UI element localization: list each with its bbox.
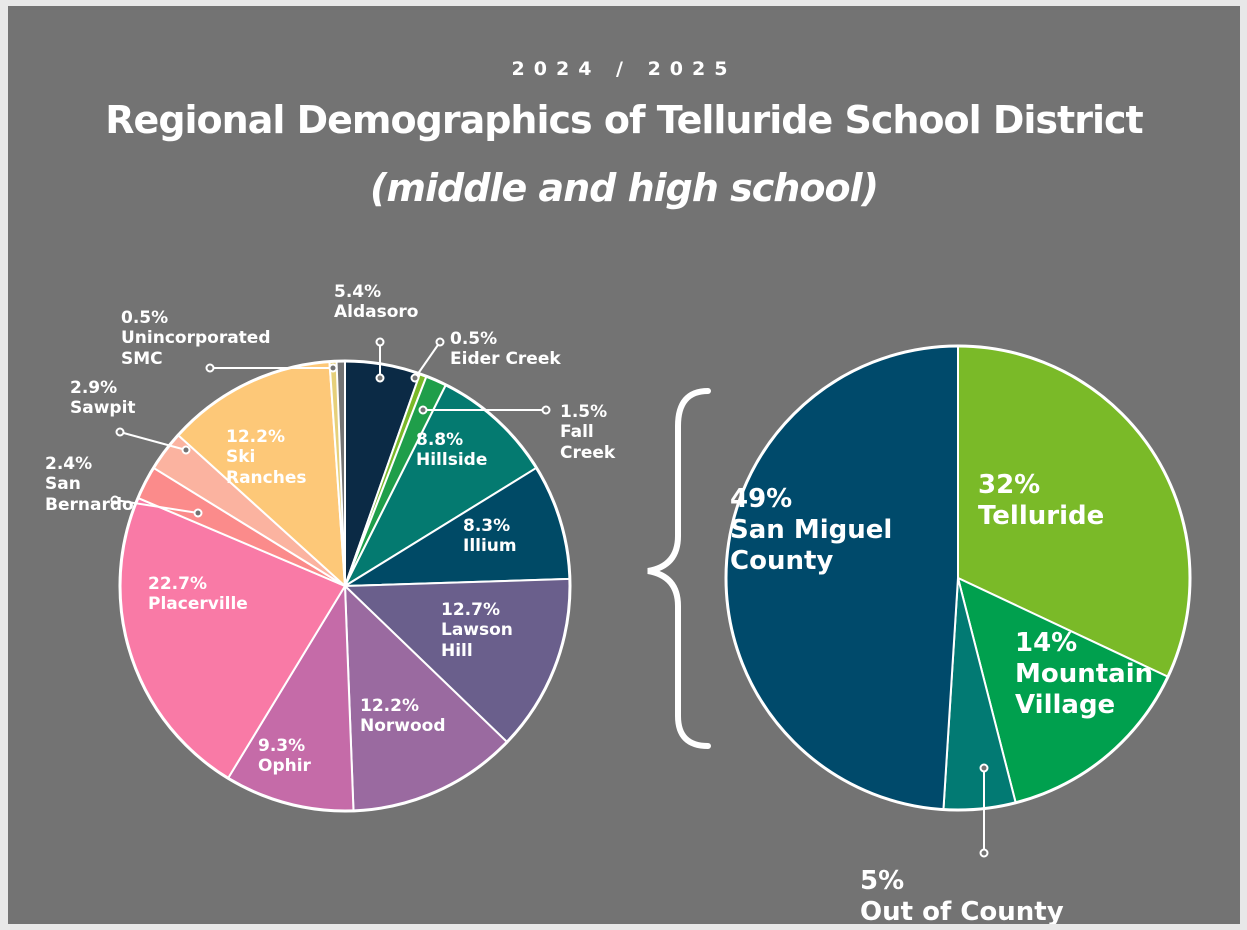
title: Regional Demographics of Telluride Schoo… (105, 98, 1143, 142)
slice-label: 22.7% Placerville (148, 574, 268, 615)
label-part: 8.3% (463, 516, 511, 536)
label-part: Illium (463, 536, 517, 557)
slice-label: 2.9% Sawpit (70, 378, 170, 419)
label-part: 5.4% (334, 282, 382, 302)
label-part: Aldasoro (334, 302, 419, 323)
slice-label: 49% San Miguel County (730, 484, 930, 578)
label-part: Mountain Village (1015, 659, 1154, 721)
slice-label: 5.4% Aldasoro (334, 282, 444, 323)
label-part: Norwood (360, 716, 446, 737)
slice-label: 0.5% Unincorporated SMC (121, 308, 291, 369)
leader-line (119, 431, 187, 451)
label-part: 0.5% (121, 308, 169, 328)
label-part: Unincorporated SMC (121, 328, 271, 369)
leader-dot (375, 373, 385, 383)
leader-dot (375, 337, 385, 347)
label-part: 8.8% (416, 430, 464, 450)
label-part: Ophir (258, 756, 311, 777)
pie-outline (118, 359, 572, 813)
leader-dot (205, 363, 215, 373)
pie-outline (724, 344, 1192, 812)
label-part: 49% (730, 484, 793, 514)
leader-line (414, 341, 441, 379)
label-part: 0.5% (450, 329, 498, 349)
leader-dot (110, 495, 120, 505)
leader-dot (181, 445, 191, 455)
label-part: Hillside (416, 450, 488, 471)
label-part: 9.3% (258, 736, 306, 756)
label-part: Placerville (148, 594, 248, 615)
label-part: 2.9% (70, 378, 118, 398)
pie-slice (725, 344, 959, 811)
label-part: Ski Ranches (226, 447, 307, 488)
label-part: Telluride (978, 501, 1105, 532)
leader-dot (979, 763, 989, 773)
label-part: Eider Creek (450, 349, 561, 370)
label-part: 5% (860, 866, 905, 896)
label-part: 2.4% (45, 454, 93, 474)
slice-label: 9.3% Ophir (258, 736, 338, 777)
infographic: 2024 / 2025 Regional Demographics of Tel… (8, 6, 1240, 924)
slice-label: 12.7% Lawson Hill (441, 600, 531, 661)
slice-label: 12.2% Ski Ranches (226, 427, 336, 488)
label-part: Sawpit (70, 398, 136, 419)
slice-label: 5% Out of County (860, 866, 1140, 924)
leader-dot (410, 373, 420, 383)
label-part: San Miguel County (730, 515, 893, 577)
label-part: 14% (1015, 628, 1078, 658)
label-part: 12.2% (226, 427, 285, 447)
slice-label: 8.3% Illium (463, 516, 543, 557)
chart (110, 337, 1192, 858)
leader-dot (435, 337, 445, 347)
slice-label: 1.5% Fall Creek (560, 402, 640, 463)
slice-label: 2.4% San Bernardo (45, 454, 155, 515)
slice-label: 14% Mountain Village (1015, 628, 1185, 722)
leader-dot (418, 405, 428, 415)
leader-dot (193, 508, 203, 518)
label-part: 12.7% (441, 600, 500, 620)
label-part: Out of County (860, 897, 1064, 924)
slice-label: 0.5% Eider Creek (450, 329, 650, 370)
year: 2024 / 2025 (511, 58, 737, 80)
label-part: 12.2% (360, 696, 419, 716)
subtitle: (middle and high school) (370, 166, 879, 210)
label-part: 22.7% (148, 574, 207, 594)
slice-label: 8.8% Hillside (416, 430, 506, 471)
leader-dot (115, 427, 125, 437)
slice-label: 12.2% Norwood (360, 696, 460, 737)
leader-dot (541, 405, 551, 415)
label-part: 32% (978, 470, 1041, 500)
leader-dot (979, 848, 989, 858)
brace (647, 388, 711, 749)
label-part: 1.5% (560, 402, 608, 422)
label-part: Fall Creek (560, 422, 616, 463)
label-part: San Bernardo (45, 474, 134, 515)
leader-dot (328, 363, 338, 373)
slice-label: 32% Telluride (978, 470, 1198, 532)
label-part: Lawson Hill (441, 620, 513, 661)
leader-line (114, 499, 199, 514)
